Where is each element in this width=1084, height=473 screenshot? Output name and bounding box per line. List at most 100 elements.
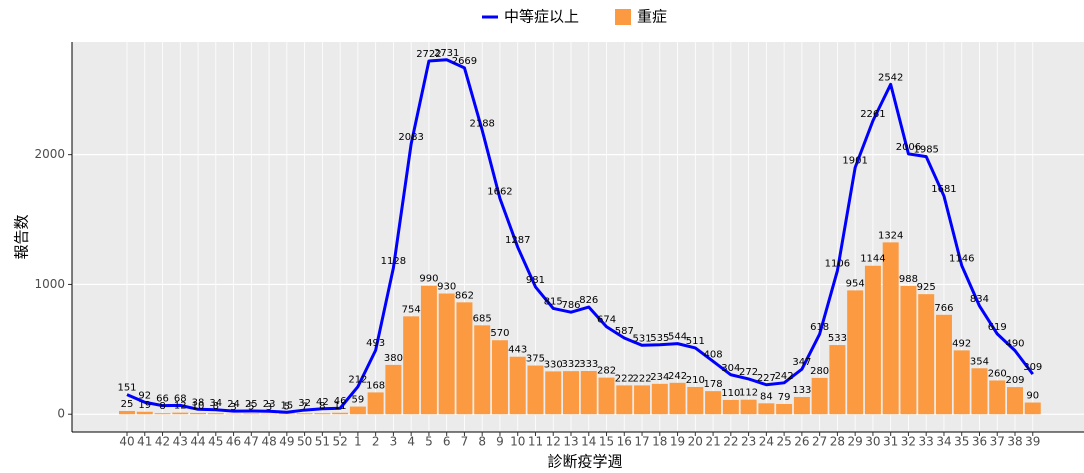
value-label: 333 <box>579 359 598 370</box>
value-label: 66 <box>156 394 169 405</box>
bar <box>474 325 491 415</box>
value-label: 862 <box>455 290 474 301</box>
value-label: 280 <box>810 366 829 377</box>
value-label: 42 <box>316 397 329 408</box>
x-tick-label: 9 <box>496 435 504 449</box>
value-label: 2083 <box>398 132 423 143</box>
value-label: 408 <box>704 349 723 360</box>
x-tick-label: 31 <box>883 435 898 449</box>
bar <box>1007 387 1023 415</box>
value-label: 618 <box>810 322 829 333</box>
x-tick-label: 34 <box>936 435 951 449</box>
value-label: 222 <box>615 373 634 384</box>
value-label: 11 <box>334 401 347 412</box>
bar <box>811 377 828 415</box>
value-label: 90 <box>1026 391 1039 402</box>
bar <box>154 413 171 415</box>
bar <box>740 399 757 415</box>
value-label: 443 <box>508 345 527 356</box>
value-label: 222 <box>632 373 651 384</box>
value-label: 79 <box>778 392 791 403</box>
value-label: 242 <box>668 371 687 382</box>
x-tick-label: 5 <box>425 435 433 449</box>
x-tick-label: 32 <box>901 435 916 449</box>
bar <box>332 412 349 415</box>
value-label: 38 <box>192 397 205 408</box>
bar <box>385 364 402 415</box>
bar <box>971 368 988 415</box>
value-label: 227 <box>757 373 776 384</box>
value-label: 619 <box>988 322 1007 333</box>
value-label: 826 <box>579 295 598 306</box>
x-tick-label: 40 <box>119 435 134 449</box>
bar <box>172 412 189 415</box>
bar <box>634 385 651 415</box>
x-tick-label: 45 <box>208 435 223 449</box>
bar <box>864 265 881 415</box>
value-label: 354 <box>970 356 989 367</box>
value-label: 5 <box>284 402 290 413</box>
legend-label: 重症 <box>637 8 667 26</box>
value-label: 24 <box>227 399 240 410</box>
bar <box>1024 402 1041 415</box>
x-tick-label: 26 <box>794 435 809 449</box>
bar <box>935 314 952 415</box>
value-label: 2731 <box>434 48 459 59</box>
value-label: 59 <box>352 395 365 406</box>
bar <box>900 285 917 415</box>
value-label: 954 <box>846 278 865 289</box>
value-label: 112 <box>739 388 758 399</box>
value-label: 490 <box>1005 339 1024 350</box>
value-label: 511 <box>686 336 705 347</box>
x-tick-label: 21 <box>705 435 720 449</box>
x-tick-label: 50 <box>297 435 312 449</box>
x-tick-label: 42 <box>155 435 170 449</box>
value-label: 990 <box>419 274 438 285</box>
x-axis-title: 診断疫学週 <box>547 453 622 471</box>
value-label: 12 <box>174 401 187 412</box>
value-label: 25 <box>121 399 134 410</box>
value-label: 834 <box>970 294 989 305</box>
bar <box>527 365 544 415</box>
bar <box>776 403 793 415</box>
value-label: 1287 <box>505 235 530 246</box>
x-tick-label: 15 <box>599 435 614 449</box>
x-tick-label: 29 <box>848 435 863 449</box>
x-tick-label: 37 <box>990 435 1005 449</box>
value-label: 260 <box>988 368 1007 379</box>
bar <box>491 340 508 415</box>
bar <box>349 406 366 415</box>
bar <box>580 371 597 415</box>
value-label: 46 <box>334 396 347 407</box>
value-label: 531 <box>632 333 651 344</box>
bar <box>278 413 295 415</box>
bar <box>989 380 1006 415</box>
bar <box>598 377 615 415</box>
x-tick-label: 12 <box>546 435 561 449</box>
value-label: 587 <box>615 326 634 337</box>
value-label: 25 <box>245 399 258 410</box>
bar <box>438 293 455 415</box>
value-label: 786 <box>561 300 580 311</box>
x-tick-label: 36 <box>972 435 987 449</box>
x-tick-label: 27 <box>812 435 827 449</box>
value-label: 492 <box>952 338 971 349</box>
value-label: 32 <box>298 398 311 409</box>
x-tick-label: 35 <box>954 435 969 449</box>
value-label: 544 <box>668 332 687 343</box>
value-label: 1128 <box>381 256 406 267</box>
x-tick-label: 3 <box>390 435 398 449</box>
value-label: 330 <box>544 359 563 370</box>
bar <box>616 385 633 415</box>
value-label: 209 <box>1005 375 1024 386</box>
x-tick-label: 44 <box>190 435 205 449</box>
value-label: 8 <box>213 401 219 412</box>
value-label: 754 <box>402 304 421 315</box>
value-label: 210 <box>686 375 705 386</box>
x-tick-label: 25 <box>776 435 791 449</box>
x-tick-label: 20 <box>688 435 703 449</box>
x-tick-label: 4 <box>407 435 415 449</box>
x-tick-label: 28 <box>830 435 845 449</box>
value-label: 212 <box>348 375 367 386</box>
value-label: 1106 <box>825 259 850 270</box>
